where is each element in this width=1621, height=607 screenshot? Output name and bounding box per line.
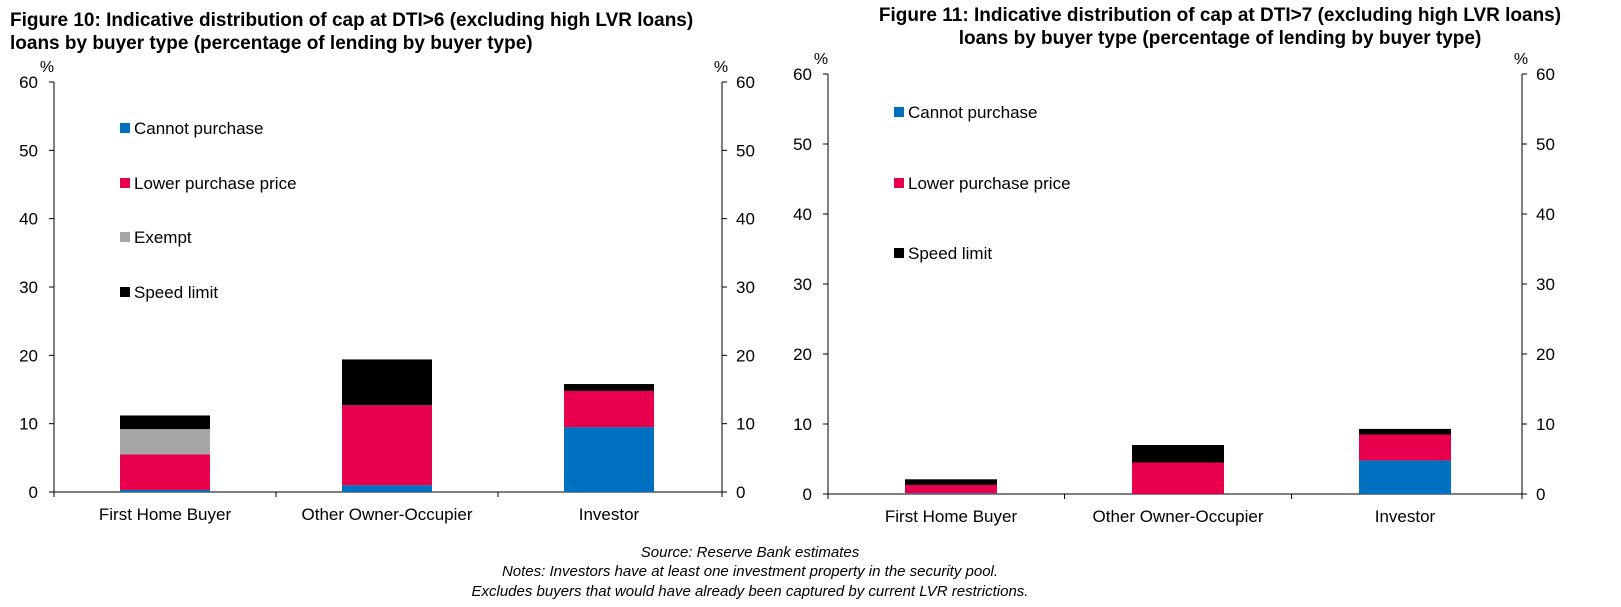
fig10-right-tick-label: 50 bbox=[736, 141, 755, 160]
lvr-note: Excludes buyers that would have already … bbox=[471, 583, 1029, 600]
fig10-category-label: Other Owner-Occupier bbox=[302, 505, 473, 524]
figure-11-title: Figure 11: Indicative distribution of ca… bbox=[830, 4, 1610, 50]
fig11-left-tick-label: 40 bbox=[793, 205, 812, 224]
fig11-category-label: Other Owner-Occupier bbox=[1093, 507, 1264, 526]
fig10-legend-swatch bbox=[120, 232, 130, 242]
figure-10-title: Figure 10: Indicative distribution of ca… bbox=[10, 9, 693, 55]
fig11-right-unit: % bbox=[1514, 51, 1528, 68]
fig10-legend-label: Lower purchase price bbox=[134, 174, 297, 193]
fig10-legend-swatch bbox=[120, 178, 130, 188]
fig10-left-tick-label: 50 bbox=[19, 141, 38, 160]
figure-10-title-line1: Figure 10: Indicative distribution of ca… bbox=[10, 10, 694, 31]
fig10-bar-cannot-purchase bbox=[564, 427, 654, 492]
fig10-left-tick-label: 20 bbox=[19, 346, 38, 365]
source-note: Source: Reserve Bank estimates bbox=[640, 544, 860, 561]
fig11-legend-label: Speed limit bbox=[908, 244, 992, 263]
fig11-legend-swatch bbox=[894, 107, 904, 117]
fig11-legend-swatch bbox=[894, 178, 904, 188]
fig11-bar-lower-purchase-price bbox=[905, 484, 997, 494]
fig10-right-unit: % bbox=[714, 59, 728, 76]
figure-11-title-line2: loans by buyer type (percentage of lendi… bbox=[958, 28, 1482, 49]
fig11-bar-lower-purchase-price bbox=[1359, 434, 1451, 461]
fig10-bar-speed-limit bbox=[564, 384, 654, 391]
fig11-bar-cannot-purchase bbox=[905, 493, 997, 494]
fig11-right-tick-label: 30 bbox=[1536, 275, 1555, 294]
fig10-left-unit: % bbox=[40, 59, 54, 76]
figure-11-title-line1: Figure 11: Indicative distribution of ca… bbox=[878, 5, 1562, 26]
fig11-right-tick-label: 60 bbox=[1536, 65, 1555, 84]
fig11-legend-label: Cannot purchase bbox=[908, 103, 1037, 122]
fig11-left-tick-label: 0 bbox=[803, 485, 812, 504]
fig10-legend-label: Exempt bbox=[134, 228, 192, 247]
fig11-category-label: First Home Buyer bbox=[885, 507, 1018, 526]
fig11-right-tick-label: 40 bbox=[1536, 205, 1555, 224]
fig10-right-tick-label: 30 bbox=[736, 278, 755, 297]
fig10-left-tick-label: 40 bbox=[19, 210, 38, 229]
fig11-right-tick-label: 10 bbox=[1536, 415, 1555, 434]
fig11-bar-speed-limit bbox=[905, 479, 997, 485]
fig10-right-tick-label: 0 bbox=[736, 483, 745, 502]
fig10-legend-swatch bbox=[120, 287, 130, 297]
fig10-left-tick-label: 10 bbox=[19, 415, 38, 434]
fig11-category-label: Investor bbox=[1375, 507, 1436, 526]
fig11-left-tick-label: 50 bbox=[793, 135, 812, 154]
fig11-left-unit: % bbox=[814, 51, 828, 68]
fig10-left-tick-label: 60 bbox=[19, 73, 38, 92]
fig11-left-tick-label: 60 bbox=[793, 65, 812, 84]
fig11-right-tick-label: 50 bbox=[1536, 135, 1555, 154]
fig10-right-tick-label: 10 bbox=[736, 415, 755, 434]
fig11-legend-swatch bbox=[894, 248, 904, 258]
fig10-bar-cannot-purchase bbox=[120, 489, 210, 492]
fig10-bar-lower-purchase-price bbox=[120, 454, 210, 490]
fig11-bar-cannot-purchase bbox=[1359, 460, 1451, 494]
fig11-legend-label: Lower purchase price bbox=[908, 174, 1071, 193]
fig10-bar-speed-limit bbox=[120, 415, 210, 430]
fig11-bar-lower-purchase-price bbox=[1132, 462, 1224, 494]
fig10-category-label: First Home Buyer bbox=[99, 505, 232, 524]
fig10-left-tick-label: 0 bbox=[29, 483, 38, 502]
fig11-left-tick-label: 10 bbox=[793, 415, 812, 434]
fig10-bar-lower-purchase-price bbox=[564, 390, 654, 428]
fig10-bar-speed-limit bbox=[342, 359, 432, 406]
fig10-category-label: Investor bbox=[579, 505, 640, 524]
figure-10-title-line2: loans by buyer type (percentage of lendi… bbox=[10, 33, 533, 54]
fig11-left-tick-label: 30 bbox=[793, 275, 812, 294]
fig10-bar-lower-purchase-price bbox=[342, 405, 432, 486]
fig10-legend-label: Speed limit bbox=[134, 283, 218, 302]
fig10-right-tick-label: 60 bbox=[736, 73, 755, 92]
fig11-bar-speed-limit bbox=[1359, 428, 1451, 435]
fig11-bar-speed-limit bbox=[1132, 445, 1224, 463]
investor-note: Notes: Investors have at least one inves… bbox=[501, 563, 999, 580]
fig10-legend-swatch bbox=[120, 123, 130, 133]
fig10-left-tick-label: 30 bbox=[19, 278, 38, 297]
fig10-right-tick-label: 20 bbox=[736, 346, 755, 365]
fig10-bar-cannot-purchase bbox=[342, 485, 432, 492]
fig11-right-tick-label: 20 bbox=[1536, 345, 1555, 364]
fig10-bar-exempt bbox=[120, 429, 210, 455]
fig10-legend-label: Cannot purchase bbox=[134, 119, 263, 138]
fig10-right-tick-label: 40 bbox=[736, 210, 755, 229]
fig11-left-tick-label: 20 bbox=[793, 345, 812, 364]
fig11-right-tick-label: 0 bbox=[1536, 485, 1545, 504]
